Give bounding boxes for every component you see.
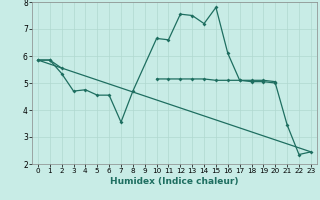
X-axis label: Humidex (Indice chaleur): Humidex (Indice chaleur) [110,177,239,186]
